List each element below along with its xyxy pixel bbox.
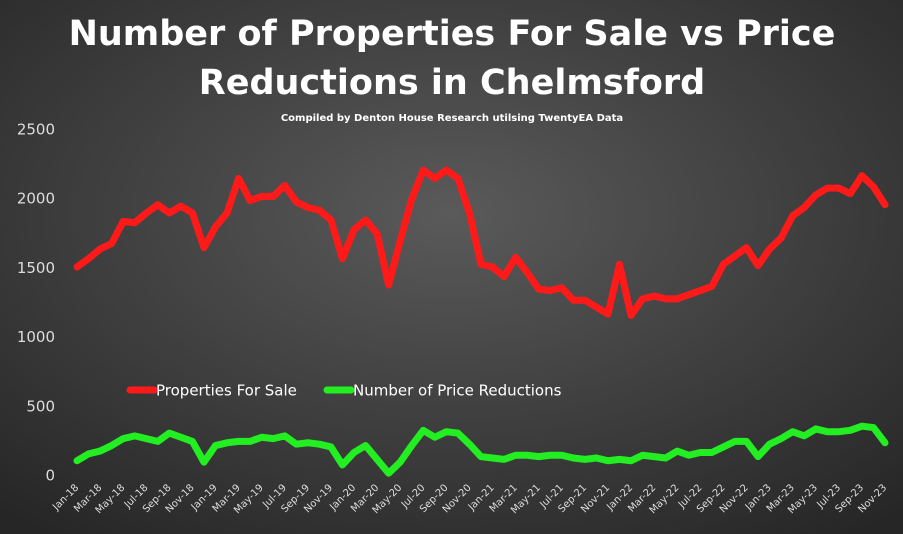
legend-label: Number of Price Reductions: [353, 382, 562, 400]
y-tick-label: 1500: [17, 259, 55, 277]
y-tick-label: 2000: [17, 190, 55, 208]
y-tick-label: 0: [45, 467, 55, 485]
series-line: [73, 166, 889, 319]
chart-title: Number of Properties For Sale vs Price: [69, 14, 836, 54]
series-line: [73, 422, 889, 477]
y-tick-label: 1000: [17, 328, 55, 346]
chart-title: Reductions in Chelmsford: [199, 63, 705, 103]
y-tick-label: 2500: [17, 121, 55, 139]
chart-subtitle: Compiled by Denton House Research utilsi…: [281, 113, 623, 124]
y-tick-label: 500: [26, 397, 55, 415]
legend-label: Properties For Sale: [156, 382, 297, 400]
